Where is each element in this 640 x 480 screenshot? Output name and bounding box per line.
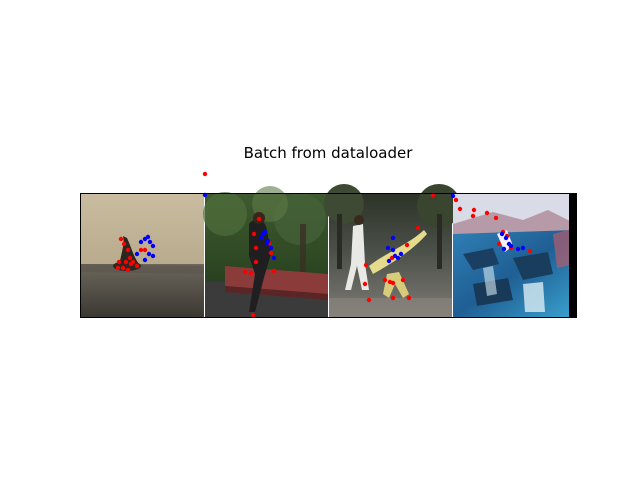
joint-red-3-11: [400, 277, 406, 283]
image-panel-4: [450, 193, 576, 317]
photo-2: [203, 186, 328, 317]
joint-red-2-10: [271, 268, 277, 274]
joint-red-3-2: [415, 225, 421, 231]
joint-red-4-4: [484, 210, 490, 216]
joint-red-2-4: [253, 245, 259, 251]
joint-red-2-3: [251, 231, 257, 237]
joint-blue-3-7: [386, 258, 392, 264]
image-panel-2: [202, 171, 328, 318]
axes-frame: [80, 193, 577, 318]
image-panel-1: [81, 194, 204, 317]
joint-blue-3-3: [385, 245, 391, 251]
joint-blue-1-8: [142, 257, 148, 263]
joint-red-3-3: [404, 242, 410, 248]
joint-red-4-2: [457, 206, 463, 212]
joint-blue-4-1: [450, 193, 456, 199]
joint-red-3-8: [387, 279, 393, 285]
joint-blue-1-6: [150, 243, 156, 249]
joint-blue-4-7: [515, 246, 521, 252]
joints-panel-1: [115, 234, 156, 273]
joint-red-3-10: [406, 295, 412, 301]
joint-red-1-8: [115, 265, 121, 271]
joint-red-2-1: [202, 171, 208, 177]
joint-red-1-14: [142, 247, 148, 253]
joint-blue-2-8: [260, 231, 266, 237]
photo-4: [453, 194, 576, 317]
joint-blue-4-2: [499, 231, 505, 237]
joint-blue-2-7: [271, 255, 277, 261]
joint-red-1-3: [125, 247, 131, 253]
joints-panel-4: [450, 193, 533, 254]
joint-red-1-13: [138, 247, 144, 253]
joint-red-2-7: [242, 269, 248, 275]
joint-red-2-9: [268, 250, 274, 256]
joint-red-2-5: [253, 259, 259, 265]
joint-red-4-11: [527, 248, 533, 254]
joint-blue-4-5: [508, 243, 514, 249]
image-panel-3: [324, 184, 461, 317]
joint-red-1-9: [116, 259, 122, 265]
joint-red-4-10: [470, 213, 476, 219]
joint-red-3-9: [390, 295, 396, 301]
joint-red-1-7: [120, 265, 126, 271]
joint-blue-4-3: [503, 235, 509, 241]
joint-red-3-6: [382, 277, 388, 283]
joint-blue-1-2: [138, 239, 144, 245]
photo-1: [81, 194, 204, 317]
joint-blue-1-4: [145, 234, 151, 240]
joint-blue-4-6: [501, 246, 507, 252]
joint-blue-1-1: [134, 251, 140, 257]
joint-red-1-11: [130, 259, 136, 265]
joint-blue-3-2: [390, 235, 396, 241]
photo-3: [324, 184, 461, 317]
joint-red-4-8: [496, 241, 502, 247]
joint-blue-1-9: [150, 253, 156, 259]
joint-red-3-12: [362, 281, 368, 287]
joint-blue-4-8: [520, 245, 526, 251]
joints-panel-3: [362, 192, 456, 303]
joint-red-3-5: [363, 262, 369, 268]
joint-red-1-10: [123, 259, 129, 265]
joint-blue-1-7: [146, 251, 152, 257]
joint-red-3-13: [366, 297, 372, 303]
joint-red-4-5: [493, 215, 499, 221]
joint-red-2-11: [250, 312, 256, 318]
joint-blue-3-4: [390, 247, 396, 253]
joint-red-2-2: [256, 216, 262, 222]
joints-panel-2: [202, 171, 277, 318]
joint-red-2-6: [248, 270, 254, 276]
joint-red-1-1: [118, 236, 124, 242]
joint-blue-2-5: [268, 245, 274, 251]
chart-title: Batch from dataloader: [244, 144, 414, 162]
joint-blue-1-5: [147, 239, 153, 245]
joint-red-1-12: [134, 263, 140, 269]
joint-blue-2-2: [258, 235, 264, 241]
joint-blue-3-5: [398, 251, 404, 257]
joint-red-1-2: [121, 241, 127, 247]
joint-red-4-3: [471, 207, 477, 213]
joint-red-1-4: [127, 255, 133, 261]
joint-blue-2-6: [264, 240, 270, 246]
joint-red-1-6: [125, 267, 131, 273]
joint-blue-3-8: [395, 255, 401, 261]
joint-red-4-1: [453, 197, 459, 203]
